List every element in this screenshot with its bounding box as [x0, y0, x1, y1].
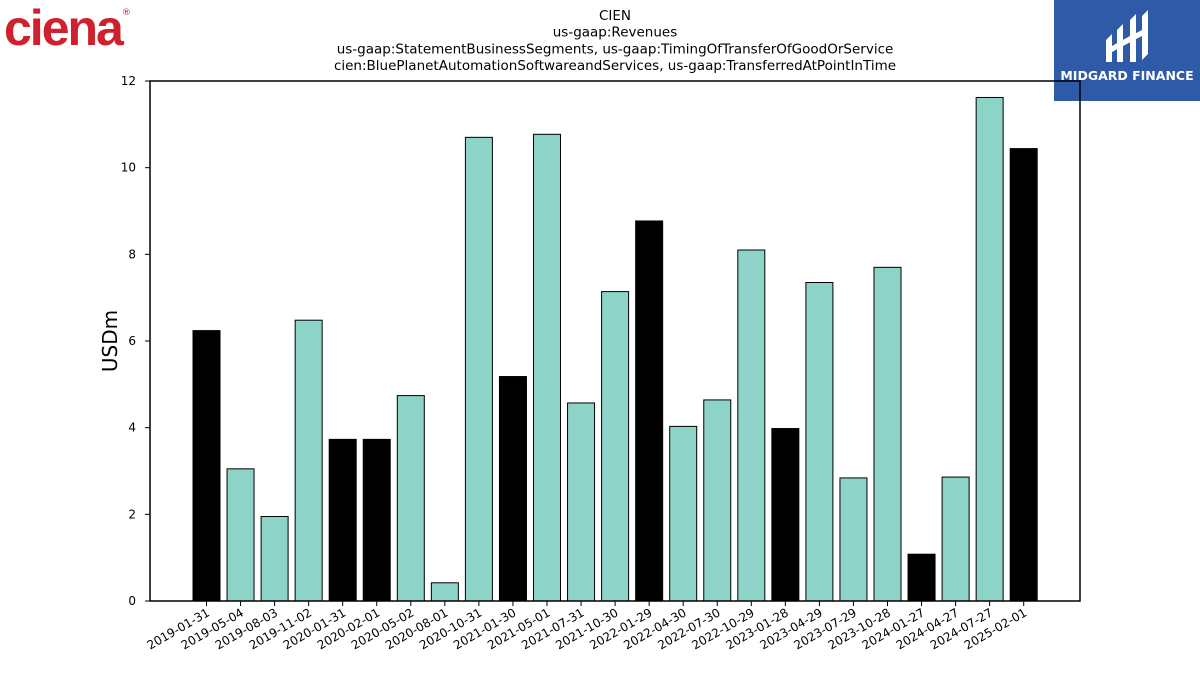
y-tick-label: 4 — [128, 421, 136, 435]
bar — [226, 468, 255, 602]
bar — [294, 319, 323, 602]
bar — [975, 96, 1004, 602]
x-axis: 2019-01-312019-05-042019-08-032019-11-02… — [145, 601, 1029, 652]
bar — [805, 282, 834, 602]
bar — [362, 438, 391, 602]
midgard-logo-icon — [1106, 10, 1148, 62]
midgard-finance-logo: MIDGARD FINANCE — [1054, 0, 1200, 101]
bar — [703, 399, 732, 602]
bar — [601, 291, 630, 602]
y-tick-label: 6 — [128, 334, 136, 348]
bar — [498, 376, 527, 602]
y-axis: 0 2 4 6 8 10 12 — [121, 74, 150, 608]
bar — [669, 425, 698, 602]
y-tick-label: 10 — [121, 161, 136, 175]
bar — [941, 476, 970, 602]
chart-title-line: cien:BluePlanetAutomationSoftwareandServ… — [334, 58, 896, 74]
bar — [737, 249, 766, 602]
y-tick-label: 2 — [128, 507, 136, 521]
bar — [260, 516, 289, 602]
bar — [635, 220, 664, 602]
bar — [771, 428, 800, 602]
ciena-logo: ciena® — [4, 2, 154, 54]
bar — [873, 266, 902, 602]
bar — [464, 136, 493, 602]
ciena-logo-text: ciena — [4, 0, 124, 56]
chart-title-line: CIEN — [599, 8, 631, 24]
bar — [567, 402, 596, 602]
y-axis-label: USDm — [98, 310, 122, 372]
y-tick-label: 8 — [128, 247, 136, 261]
bar — [396, 395, 425, 602]
y-tick-label: 12 — [121, 74, 136, 88]
bar — [907, 553, 936, 602]
bar — [1009, 148, 1038, 602]
chart-title: CIENus-gaap:Revenuesus-gaap:StatementBus… — [334, 8, 896, 74]
bar — [328, 438, 357, 602]
chart-title-line: us-gaap:Revenues — [553, 25, 678, 41]
bar — [430, 582, 459, 602]
bar — [533, 133, 561, 602]
bar — [192, 330, 221, 602]
midgard-logo-text: MIDGARD FINANCE — [1060, 68, 1194, 83]
bar — [839, 477, 868, 602]
bars — [192, 96, 1038, 602]
chart-title-line: us-gaap:StatementBusinessSegments, us-ga… — [337, 41, 894, 57]
y-tick-label: 0 — [128, 594, 136, 608]
registered-mark: ® — [121, 8, 131, 18]
